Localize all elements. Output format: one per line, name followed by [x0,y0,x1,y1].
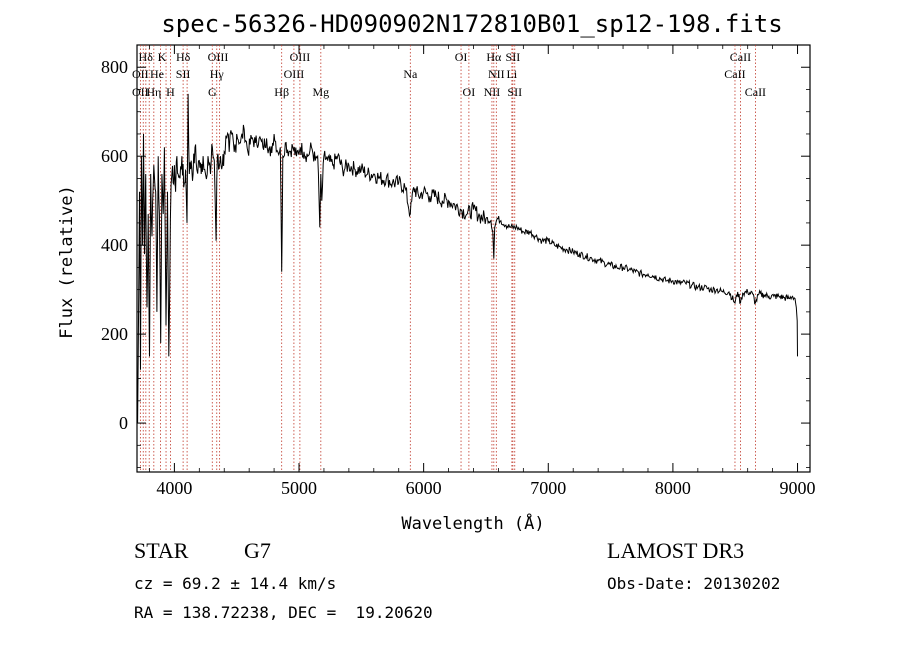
spectral-line-label: He [150,67,164,81]
y-axis-label: Flux (relative) [57,185,77,339]
spectrum-line [137,93,798,424]
spectral-line-label: Mg [312,85,329,99]
object-class: STAR [134,538,189,563]
y-tick-label: 800 [101,57,128,77]
spectral-line-label: Hη [146,85,161,99]
x-tick-label: 6000 [406,478,442,498]
spectral-line-label: Na [403,67,418,81]
spectral-line-label: CaII [745,85,766,99]
marker-lines [139,45,756,472]
spectral-line-label: NII [488,67,505,81]
spectral-line-label: H [166,85,175,99]
spectral-line-label: CaII [730,50,751,64]
spectral-line-label: OIII [208,50,229,64]
x-tick-label: 5000 [281,478,317,498]
spectral-line-label: G [208,85,217,99]
observation-date: Obs-Date: 20130202 [607,574,781,593]
spectral-line-label: Hα [486,50,502,64]
spectral-line-label: Hδ [176,50,191,64]
spectral-line-label: OII [132,85,149,99]
spectral-line-label: OI [455,50,468,64]
redshift-readout: cz = 69.2 ± 14.4 km/s [134,574,337,593]
spectral-line-label: CaII [724,67,745,81]
y-tick-label: 400 [101,235,128,255]
spectral-line-label: OI [463,85,476,99]
spectral-line-label: OIII [284,67,305,81]
spectral-line-label: OII [132,67,149,81]
spectral-line-label: OIII [290,50,311,64]
coordinates-readout: RA = 138.72238, DEC = 19.20620 [134,603,433,622]
axis-ticks: 4000 5000 6000 7000 8000 9000 0 200 400 600 800 [101,45,816,498]
spectral-line-label: Hβ [274,85,289,99]
x-tick-label: 8000 [655,478,691,498]
x-tick-label: 9000 [780,478,816,498]
y-tick-label: 0 [119,413,128,433]
x-tick-label: 4000 [156,478,192,498]
spectral-line-label: SII [176,67,191,81]
x-axis-label: Wavelength (Å) [401,512,544,534]
survey-name: LAMOST DR3 [607,538,745,563]
y-tick-label: 200 [101,324,128,344]
chart-title: spec-56326-HD090902N172810B01_sp12-198.f… [161,10,782,38]
spectral-line-label: NII [484,85,501,99]
spectral-line-label: Hδ [139,50,154,64]
spectral-line-label: Hγ [210,67,225,81]
x-tick-label: 7000 [530,478,566,498]
spectrum-chart: spec-56326-HD090902N172810B01_sp12-198.f… [57,10,816,534]
spectral-line-label: K [158,50,167,64]
plot-frame [136,44,811,473]
spectral-line-label: Li [507,67,518,81]
object-subclass: G7 [244,538,271,563]
spectral-line-labels: Hδ K Hδ OIII OIII OI Hα SII CaII OII He SII Hγ OIII Na… [132,50,766,99]
y-tick-label: 600 [101,146,128,166]
spectral-line-label: SII [506,50,521,64]
spectral-line-label: SII [507,85,522,99]
